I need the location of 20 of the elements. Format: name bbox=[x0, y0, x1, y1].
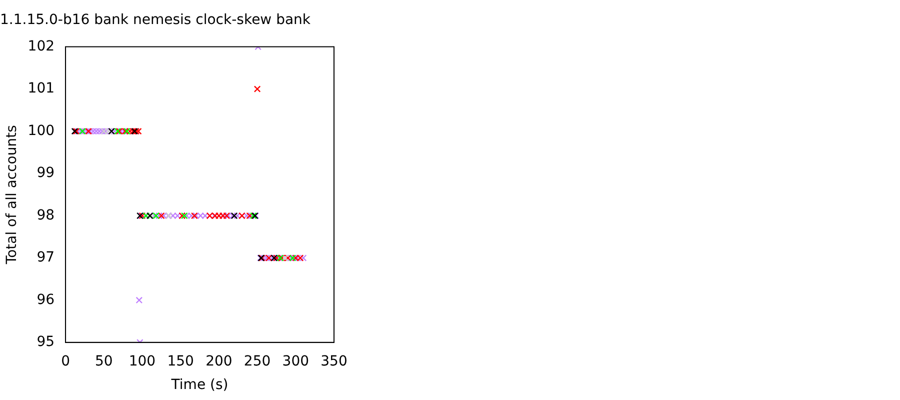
y-axis-title: Total of all accounts bbox=[4, 125, 20, 266]
x-tick-label: 100 bbox=[128, 353, 156, 370]
chart-title: 1.1.15.0-b16 bank nemesis clock-skew bank bbox=[0, 12, 312, 28]
y-tick-label: 99 bbox=[36, 165, 55, 182]
y-tick-label: 100 bbox=[28, 122, 55, 139]
x-axis-title: Time (s) bbox=[170, 377, 228, 394]
y-tick-label: 95 bbox=[36, 334, 55, 350]
x-tick-label: 150 bbox=[167, 353, 194, 370]
y-tick-label: 101 bbox=[28, 80, 55, 97]
x-tick-label: 350 bbox=[320, 353, 348, 370]
x-tick-label: 250 bbox=[244, 353, 271, 370]
y-tick-label: 98 bbox=[36, 207, 55, 224]
x-tick-label: 50 bbox=[94, 353, 113, 370]
x-tick-label: 200 bbox=[206, 353, 232, 370]
y-tick-label: 97 bbox=[36, 250, 55, 266]
y-tick-label: 102 bbox=[28, 38, 55, 54]
y-tick-label: 96 bbox=[36, 292, 55, 308]
point bbox=[254, 86, 261, 92]
x-tick-label: 300 bbox=[282, 353, 310, 370]
x-tick-label: 0 bbox=[61, 353, 70, 370]
